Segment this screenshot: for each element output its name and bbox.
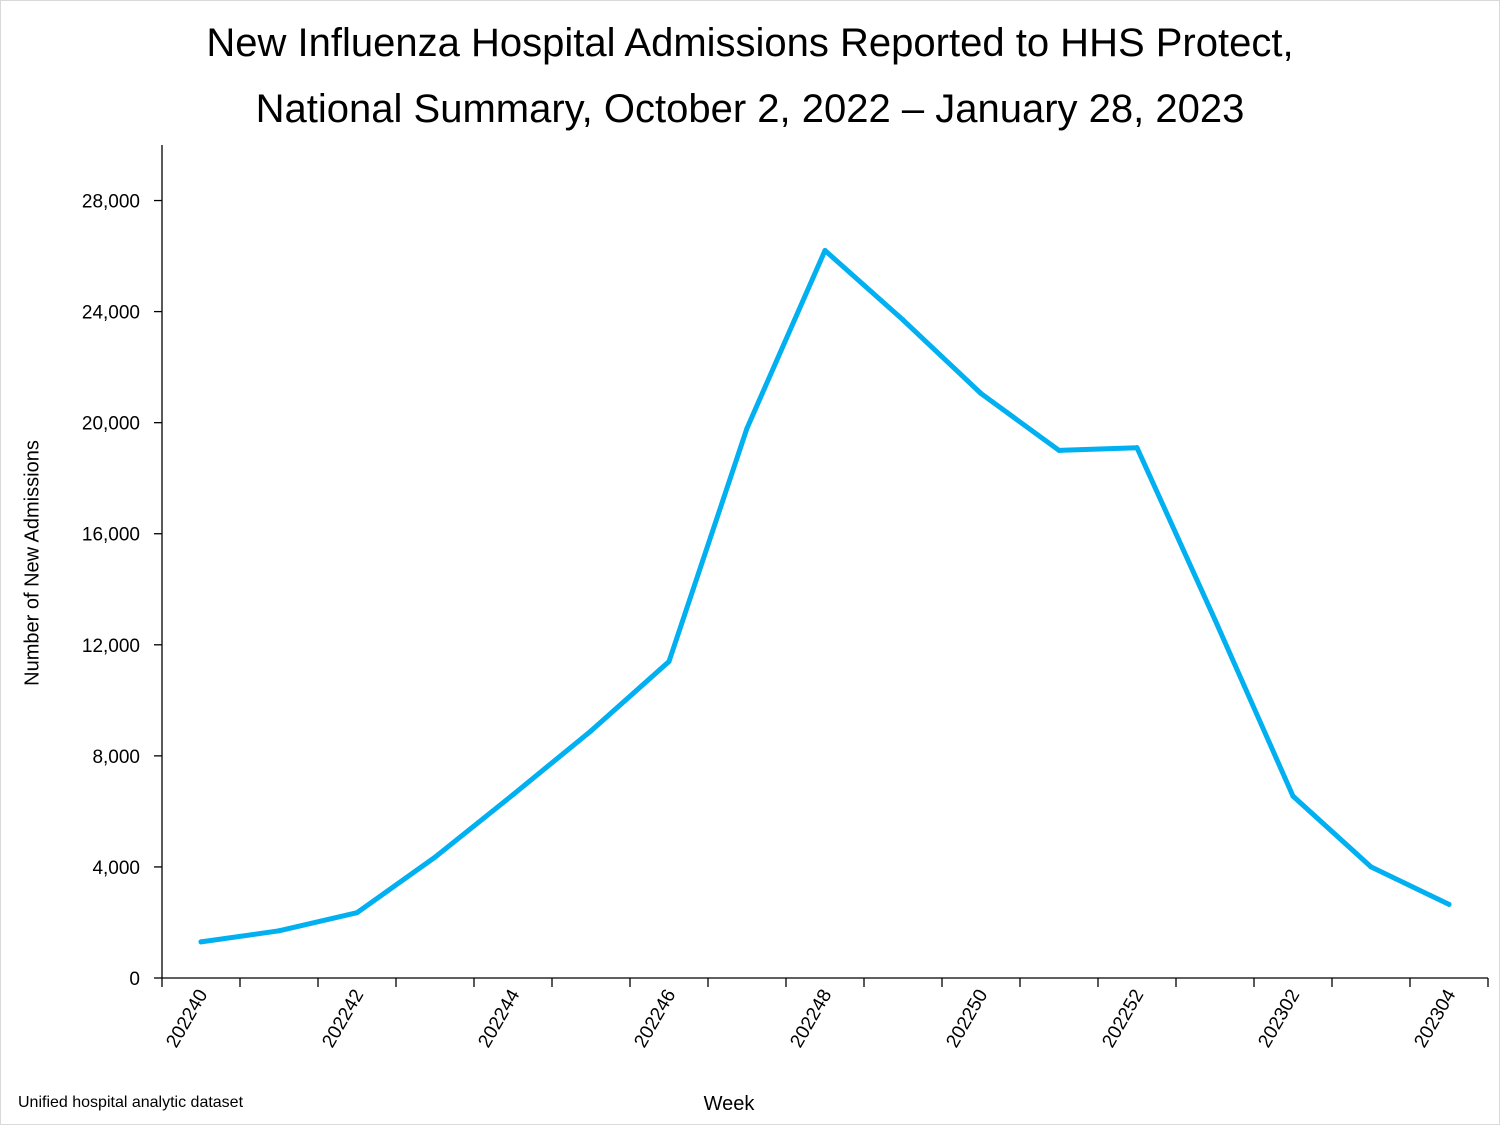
data-point <box>1290 793 1296 799</box>
data-point <box>822 248 828 254</box>
y-tick-label: 24,000 <box>82 303 140 324</box>
y-tick-label: 4,000 <box>92 858 140 879</box>
data-point <box>354 910 360 916</box>
data-point <box>510 792 516 798</box>
data-point <box>1056 447 1062 453</box>
x-tick-label: 202304 <box>1410 986 1460 1052</box>
y-axis-label: Number of New Admissions <box>21 440 44 686</box>
x-tick-label: 202240 <box>162 986 212 1051</box>
x-tick-label: 202252 <box>1098 986 1148 1051</box>
x-axis-label: Week <box>703 1093 755 1115</box>
y-tick-label: 12,000 <box>82 636 140 657</box>
x-tick-label: 202242 <box>318 986 368 1051</box>
data-point <box>1212 617 1218 623</box>
x-tick-label: 202250 <box>942 986 992 1051</box>
y-tick-label: 16,000 <box>82 525 140 546</box>
data-point <box>900 317 906 323</box>
data-point <box>666 658 672 664</box>
data-point <box>1446 901 1452 907</box>
source-note: Unified hospital analytic dataset <box>18 1094 244 1111</box>
y-tick-label: 8,000 <box>92 747 140 768</box>
data-point <box>198 939 204 945</box>
x-tick-label: 202244 <box>474 986 524 1052</box>
y-tick-label: 28,000 <box>82 192 140 213</box>
x-tick-label: 202302 <box>1254 986 1304 1051</box>
series-line <box>198 248 1452 945</box>
chart-title-line-1: New Influenza Hospital Admissions Report… <box>206 21 1294 65</box>
data-point <box>276 928 282 934</box>
chart-title: New Influenza Hospital Admissions Report… <box>0 10 1500 142</box>
data-point <box>432 854 438 860</box>
data-point <box>588 728 594 734</box>
data-point <box>1134 445 1140 451</box>
x-tick-label: 202246 <box>630 986 680 1051</box>
x-tick-label: 202248 <box>786 986 836 1051</box>
data-point <box>978 391 984 397</box>
chart-title-line-2: National Summary, October 2, 2022 – Janu… <box>255 87 1245 131</box>
y-tick-label: 0 <box>129 969 140 990</box>
data-point <box>1368 864 1374 870</box>
data-point <box>744 425 750 431</box>
y-tick-label: 20,000 <box>82 414 140 435</box>
